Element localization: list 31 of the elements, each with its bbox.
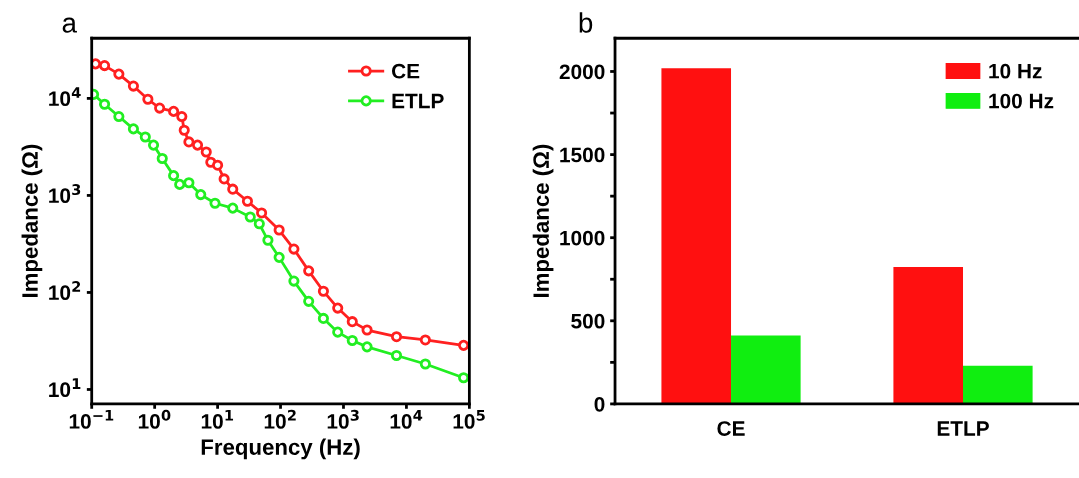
y-tick-label: 500: [571, 313, 605, 329]
legend-label: 10 Hz: [989, 63, 1042, 79]
x-tick-label: CE: [717, 421, 745, 436]
x-tick-label: 10$^{3}$: [327, 409, 359, 429]
bar: [893, 266, 964, 404]
y-tick-label: 10$^{4}$: [49, 87, 81, 107]
y-tick-label: 1500: [560, 147, 605, 163]
x-tick-label: ETLP: [937, 421, 989, 436]
y-tick-label: 0: [594, 396, 605, 412]
bar: [731, 335, 801, 404]
bar: [963, 365, 1033, 404]
text: b: [579, 12, 593, 33]
y-tick-label: 1000: [560, 230, 605, 246]
y-axis-title: Impedance (Ω): [532, 144, 554, 298]
y-tick-label: 2000: [559, 64, 605, 80]
y-tick-label: 10$^{1}$: [49, 378, 81, 398]
x-tick-label: 10$^{−1}$: [69, 409, 114, 429]
x-axis-title: Frequency (Hz): [201, 438, 360, 460]
legend-label: CE: [391, 63, 420, 79]
text: a: [62, 17, 77, 33]
x-tick-label: 10$^{0}$: [138, 409, 171, 429]
x-tick-label: 10$^{1}$: [201, 409, 234, 429]
x-tick-label: 10$^{4}$: [390, 409, 423, 429]
x-tick-label: 10$^{5}$: [453, 409, 485, 429]
y-axis-title: Impedance (Ω): [21, 144, 43, 298]
x-tick-label: 10$^{2}$: [264, 409, 296, 429]
y-tick-label: 10$^{3}$: [49, 184, 81, 204]
y-tick-label: 10$^{2}$: [49, 281, 81, 301]
legend-label: 100 Hz: [989, 93, 1054, 109]
legend-label: ETLP: [392, 93, 444, 109]
bar: [661, 68, 732, 404]
